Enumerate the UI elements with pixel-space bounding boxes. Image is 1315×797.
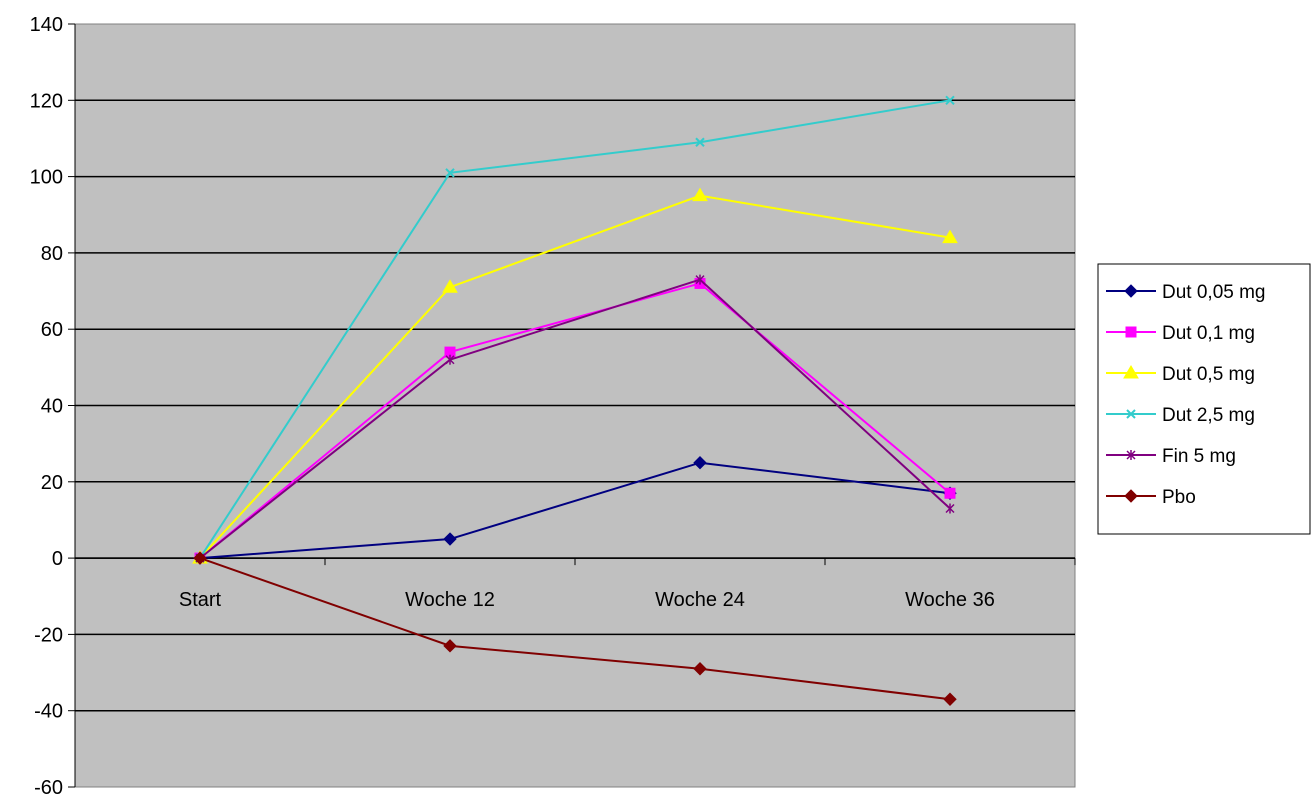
legend-marker [1124,489,1138,503]
series-line [199,282,951,559]
series-line [199,194,951,559]
legend-marker [1125,326,1137,338]
y-tick-label: -40 [34,701,63,723]
data-point [945,95,955,106]
legend-item: Dut 0,05 mg [1106,282,1266,303]
series-line [199,557,951,701]
y-tick-label: 100 [30,167,63,189]
data-point [693,662,707,676]
legend-marker [1126,409,1136,419]
data-point [442,279,458,293]
x-tick-label: Woche 36 [905,589,995,611]
x-tick-label: Woche 24 [655,589,745,611]
legend-box [1097,263,1311,535]
y-tick-label: 80 [41,243,63,265]
legend-label: Dut 0,5 mg [1162,364,1255,385]
legend-label: Pbo [1162,487,1196,508]
legend-item: Pbo [1106,487,1196,508]
x-tick-label: Woche 12 [405,589,495,611]
legend-marker [1126,450,1136,460]
legend-label: Dut 0,05 mg [1162,282,1266,303]
axes [68,23,1076,788]
series-line [199,461,951,560]
y-tick-label: 40 [41,396,63,418]
y-tick-label: -60 [34,777,63,797]
series-5 [193,551,957,706]
legend-label: Dut 2,5 mg [1162,405,1255,426]
y-tick-label: 0 [52,548,63,570]
y-axis-tick-labels: 140 120 100 80 60 40 20 0 -20 -40 -60 [30,14,63,797]
legend-label: Fin 5 mg [1162,446,1236,467]
x-tick-label: Start [179,589,222,611]
data-point [693,456,707,470]
y-tick-label: 120 [30,90,63,112]
series-line [199,278,951,559]
data-point [695,274,705,285]
legend-marker [1124,284,1138,298]
legend-item: Dut 0,1 mg [1106,323,1255,344]
data-point [943,692,957,706]
legend-item: Dut 0,5 mg [1106,364,1255,385]
data-point [945,503,955,514]
series-line [199,99,951,559]
data-point [692,187,708,202]
y-tick-label: 20 [41,472,63,494]
legend-item: Dut 2,5 mg [1106,405,1255,426]
legend: Dut 0,05 mg Dut 0,1 mg Dut 0,5 mg Dut 2,5 m… [1097,263,1311,535]
y-tick-label: 60 [41,319,63,341]
legend-item: Fin 5 mg [1106,446,1236,467]
data-point [944,487,956,499]
y-tick-label: -20 [34,624,63,646]
y-tick-label: 140 [30,14,63,36]
legend-label: Dut 0,1 mg [1162,323,1255,344]
legend-marker [1123,365,1139,379]
data-point [695,137,705,147]
data-point [942,229,958,244]
data-point [443,532,457,546]
series-layer [192,95,958,706]
data-point [193,551,207,565]
data-point [443,639,457,653]
data-point [445,354,455,365]
data-point [445,168,455,178]
x-axis-tick-labels: Start Woche 12 Woche 24 Woche 36 [179,589,995,611]
